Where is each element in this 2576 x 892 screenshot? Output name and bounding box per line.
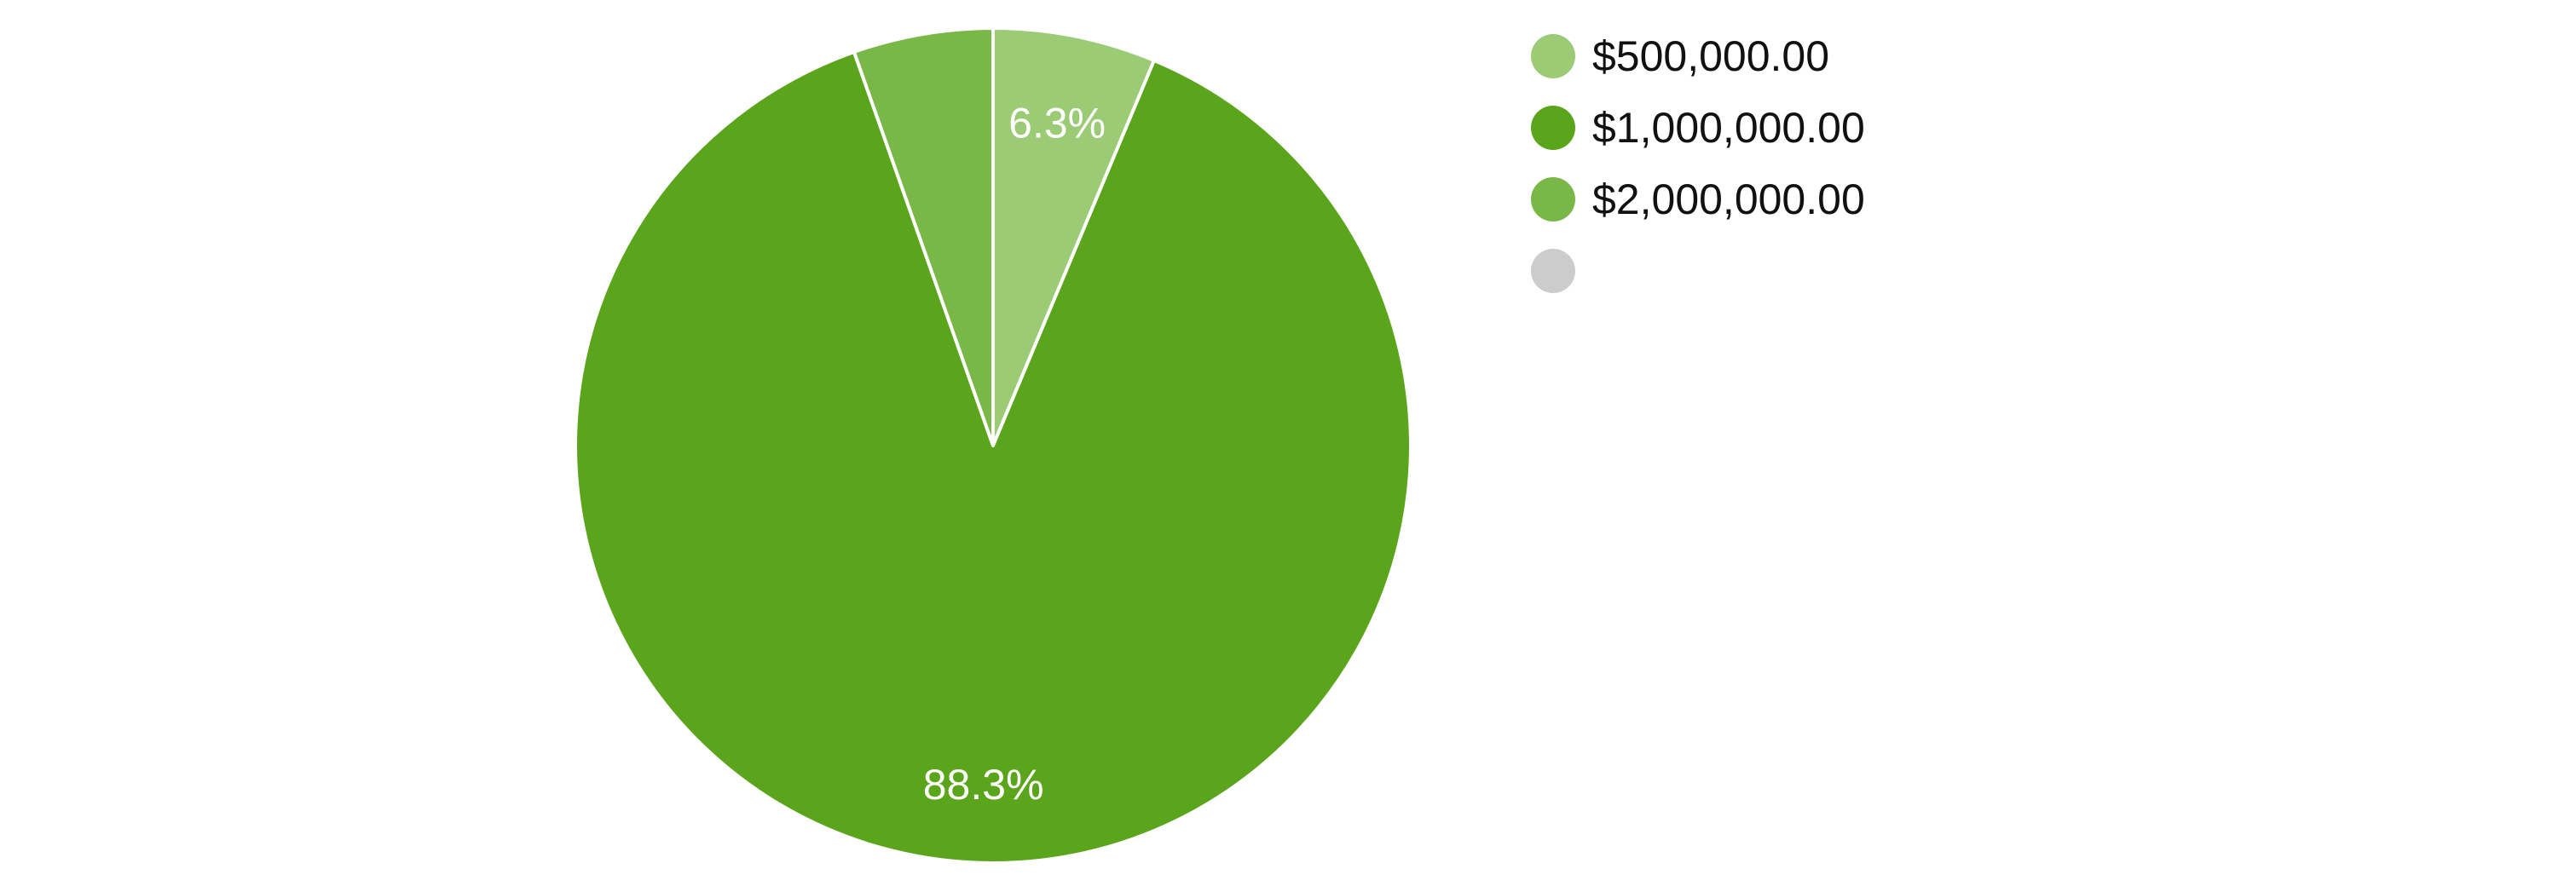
legend-swatch [1531, 177, 1575, 222]
legend-swatch [1531, 34, 1575, 78]
legend-label: $500,000.00 [1592, 32, 1830, 80]
legend-label: $1,000,000.00 [1592, 104, 1865, 152]
legend-item-2m[interactable]: $2,000,000.00 [1531, 164, 1865, 235]
legend-item-other[interactable] [1531, 235, 1865, 307]
pie-slices [574, 26, 1412, 865]
legend-swatch [1531, 249, 1575, 293]
pie-slice[interactable] [991, 26, 1156, 447]
legend-swatch [1531, 106, 1575, 150]
legend-label: $2,000,000.00 [1592, 176, 1865, 223]
legend-item-500k[interactable]: $500,000.00 [1531, 20, 1865, 92]
pie-slice-labels: 6.3% 88.3% [923, 99, 1106, 808]
chart-legend: $500,000.00 $1,000,000.00 $2,000,000.00 [1531, 20, 1865, 307]
pie-slice[interactable] [574, 49, 1412, 865]
pie-slice-value-label: 88.3% [923, 761, 1044, 809]
pie-slice[interactable] [852, 26, 995, 447]
pie-slice-value-label: 6.3% [1008, 99, 1106, 147]
legend-item-1m[interactable]: $1,000,000.00 [1531, 92, 1865, 164]
